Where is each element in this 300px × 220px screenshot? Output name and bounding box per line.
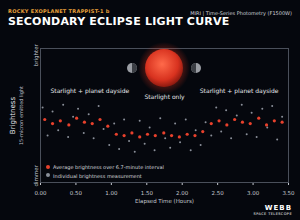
- html-text:WEBB: WEBB: [264, 204, 292, 212]
- svg-text:3.00: 3.00: [247, 190, 260, 196]
- svg-text:15-micron emitted light: 15-micron emitted light: [18, 86, 25, 145]
- html-text:SECONDARY ECLIPSE LIGHT CURVE: SECONDARY ECLIPSE LIGHT CURVE: [8, 15, 230, 28]
- svg-text:0.50: 0.50: [70, 190, 83, 196]
- html-text:Individual brightness measurem: Individual brightness measurement: [53, 172, 142, 179]
- svg-text:2.50: 2.50: [212, 190, 225, 196]
- svg-text:Starlight + planet dayside: Starlight + planet dayside: [51, 87, 130, 95]
- svg-text:Elapsed Time (Hours): Elapsed Time (Hours): [135, 198, 194, 205]
- html-text:Average brightness over 6.7-mi: Average brightness over 6.7-minute inter…: [53, 163, 164, 170]
- html-text:SPACE TELESCOPE: SPACE TELESCOPE: [253, 212, 292, 216]
- html-text:MIRI | Time-Series Photometry: MIRI | Time-Series Photometry (F1500W): [190, 10, 292, 16]
- svg-text:brighter: brighter: [33, 43, 40, 66]
- html-text:ROCKY EXOPLANET TRAPPIST-1 b: ROCKY EXOPLANET TRAPPIST-1 b: [8, 8, 110, 14]
- svg-text:dimmer: dimmer: [33, 164, 39, 186]
- svg-text:1.00: 1.00: [105, 190, 118, 196]
- svg-text:Brightness: Brightness: [9, 97, 17, 135]
- svg-text:3.50: 3.50: [282, 190, 295, 196]
- svg-text:Starlight + planet dayside: Starlight + planet dayside: [200, 87, 279, 95]
- svg-text:2.00: 2.00: [176, 190, 189, 196]
- svg-text:Starlight only: Starlight only: [144, 93, 185, 101]
- svg-text:0.00: 0.00: [34, 190, 47, 196]
- svg-text:1.50: 1.50: [141, 190, 154, 196]
